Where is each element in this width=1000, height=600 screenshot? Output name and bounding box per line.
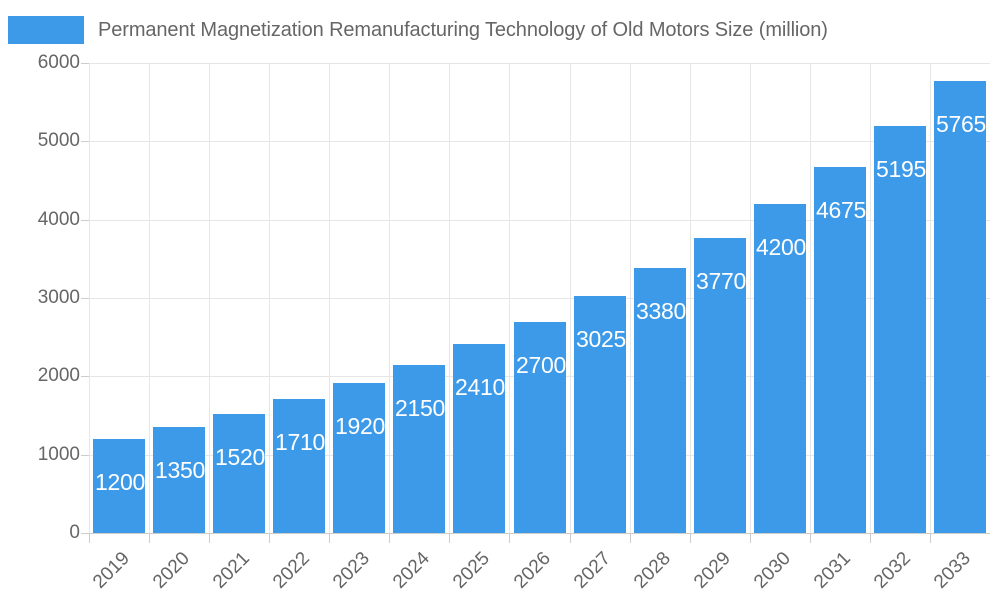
x-gridline (209, 63, 210, 533)
x-axis-tick-mark (630, 533, 631, 543)
bar[interactable] (393, 364, 445, 533)
x-axis-tick-mark (149, 533, 150, 543)
chart-legend[interactable]: Permanent Magnetization Remanufacturing … (8, 16, 828, 44)
y-axis: 0 1000 2000 3000 4000 5000 6000 (0, 52, 89, 543)
x-gridline (269, 63, 270, 533)
y-axis-tick-mark (81, 63, 89, 64)
bar[interactable] (814, 166, 866, 533)
x-axis-tick-label: 2019 (89, 548, 134, 593)
y-axis-tick-label: 1000 (37, 443, 80, 465)
x-axis-tick-mark (209, 533, 210, 543)
y-axis-tick-mark (81, 454, 89, 456)
bar[interactable] (754, 204, 806, 533)
x-axis-tick-mark (269, 533, 270, 543)
x-axis-tick-mark (329, 533, 330, 543)
y-axis-tick-mark (81, 533, 89, 534)
x-gridline (630, 63, 631, 533)
bar[interactable] (273, 399, 325, 533)
y-axis-tick-label: 5000 (37, 130, 80, 152)
x-gridline (89, 63, 90, 533)
legend-series-label: Permanent Magnetization Remanufacturing … (98, 19, 828, 41)
y-gridline (89, 298, 990, 299)
y-axis-tick-mark (81, 141, 89, 143)
x-gridline (449, 63, 450, 533)
x-gridline (389, 63, 390, 533)
y-axis-tick-label: 6000 (37, 52, 80, 73)
x-axis-tick-mark (89, 533, 90, 543)
x-gridline (149, 63, 150, 533)
bar[interactable] (574, 296, 626, 533)
bar[interactable] (153, 427, 205, 533)
bar[interactable] (874, 126, 926, 533)
bar[interactable] (634, 268, 686, 533)
bar[interactable] (514, 321, 566, 533)
x-gridline (690, 63, 691, 533)
y-axis-tick-label: 2000 (37, 365, 80, 387)
y-axis-tick-label: 0 (69, 522, 80, 543)
x-gridline (750, 63, 751, 533)
x-axis-tick-mark (750, 533, 751, 543)
x-axis-tick-mark (870, 533, 871, 543)
legend-color-swatch[interactable] (8, 16, 84, 44)
y-axis-tick-label: 3000 (37, 287, 80, 308)
y-gridline (89, 63, 990, 64)
x-axis-tick-mark (570, 533, 571, 543)
y-axis-tick-mark (81, 298, 89, 299)
bar[interactable] (934, 81, 986, 533)
x-gridline (930, 63, 931, 533)
y-axis-tick-mark (81, 376, 89, 378)
x-axis-tick-mark (509, 533, 510, 543)
bar[interactable] (453, 344, 505, 533)
x-axis-tick-mark (690, 533, 691, 543)
y-gridline (89, 219, 990, 221)
x-gridline (810, 63, 811, 533)
y-gridline (89, 141, 990, 143)
y-axis-tick-mark (81, 219, 89, 221)
x-axis-tick-mark (449, 533, 450, 543)
x-gridline (570, 63, 571, 533)
x-axis-tick-mark (389, 533, 390, 543)
plot-area: 1200 1350 1520 1710 1920 2150 2410 2700 3025 3380… (89, 63, 990, 534)
bar[interactable] (333, 382, 385, 533)
bar[interactable] (213, 413, 265, 533)
x-gridline (329, 63, 330, 533)
bar[interactable] (694, 237, 746, 533)
x-axis-tick-mark (930, 533, 931, 543)
x-gridline (509, 63, 510, 533)
y-axis-tick-label: 4000 (37, 208, 80, 230)
bar[interactable] (93, 439, 145, 533)
x-axis-tick-mark (810, 533, 811, 543)
x-gridline (870, 63, 871, 533)
y-gridline (89, 533, 990, 534)
